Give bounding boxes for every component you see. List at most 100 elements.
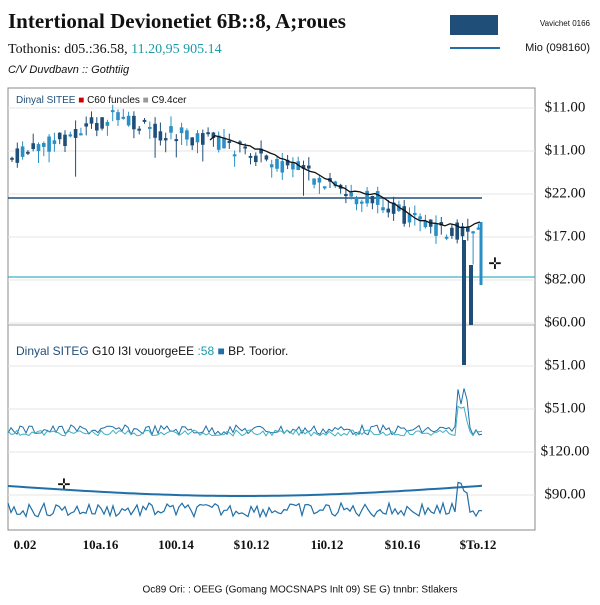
panel-label: Dinyal SITEG G10 I3I vouorgeEE :58 ■ BP.… bbox=[16, 344, 288, 358]
candle-body bbox=[52, 140, 57, 144]
candle-body bbox=[317, 177, 322, 183]
candle-body bbox=[243, 146, 247, 149]
candle-body bbox=[57, 132, 62, 140]
x-tick-label: 10a.16 bbox=[83, 537, 119, 552]
candle-body bbox=[434, 224, 438, 236]
y-tick-label: $60.00 bbox=[544, 314, 585, 330]
candle-body bbox=[450, 227, 454, 236]
candle-body bbox=[73, 129, 78, 138]
legend-label: Mio (098160) bbox=[525, 42, 590, 54]
candle-body bbox=[381, 207, 385, 211]
candle-body bbox=[291, 163, 295, 170]
candle-body bbox=[216, 135, 221, 150]
candle-body bbox=[42, 143, 46, 147]
candle-body bbox=[169, 126, 173, 133]
candle-body bbox=[142, 119, 147, 122]
y-tick-label: $82.00 bbox=[544, 271, 585, 287]
candle-body bbox=[63, 134, 67, 146]
candle-body bbox=[444, 236, 449, 239]
candle-body bbox=[344, 194, 348, 197]
candle-body bbox=[10, 157, 14, 160]
candle-body bbox=[95, 123, 99, 131]
candle-body bbox=[365, 190, 369, 204]
indicator-line bbox=[7, 405, 483, 437]
candle-body bbox=[190, 137, 194, 146]
x-tick-label: 100.14 bbox=[158, 537, 194, 552]
candle-body bbox=[386, 208, 391, 213]
x-tick-label: $To.12 bbox=[460, 537, 497, 552]
y-tick-label: $22.00 bbox=[544, 185, 585, 201]
candle-body bbox=[121, 116, 126, 119]
candle-body bbox=[206, 132, 210, 135]
candle-body bbox=[163, 138, 168, 141]
candle-body bbox=[407, 213, 412, 223]
panel-name: Dinyal SITEE bbox=[16, 95, 76, 106]
y-tick-label: $51.00 bbox=[544, 357, 585, 373]
candle-body bbox=[100, 117, 104, 129]
quote-highlight: 11.20,95 905.14 bbox=[131, 42, 221, 57]
signal-line bbox=[7, 484, 483, 497]
moving-average bbox=[209, 135, 481, 229]
candle-body bbox=[455, 222, 459, 240]
candle-body bbox=[153, 123, 157, 138]
title: Intertional Devionetiet 6B::8, A;roues bbox=[8, 9, 346, 33]
candle-body bbox=[360, 201, 364, 204]
panel-item: :58 bbox=[197, 344, 214, 358]
candle-body bbox=[174, 139, 179, 142]
candle-body bbox=[68, 134, 73, 137]
chart-frame bbox=[7, 87, 536, 531]
candle-body bbox=[375, 191, 380, 205]
footer: Oc89 Ori: : OEEG (Gomang MOCSNAPS Inlt 0… bbox=[142, 585, 457, 596]
candle-body bbox=[227, 140, 232, 144]
x-tick-label: $10.16 bbox=[385, 537, 421, 552]
panel-item: C9.4cer bbox=[152, 95, 188, 106]
legend-label: Vavichet 0166 bbox=[540, 19, 591, 28]
candle-body bbox=[312, 178, 316, 185]
indicator-line bbox=[7, 481, 483, 519]
candle-body bbox=[15, 148, 20, 163]
candle-body bbox=[333, 181, 338, 187]
legend-swatch bbox=[450, 15, 498, 35]
candle-body bbox=[349, 192, 353, 197]
candle-body bbox=[126, 115, 131, 126]
candle-body bbox=[471, 231, 475, 234]
candle-body bbox=[413, 212, 417, 216]
candle-body bbox=[466, 226, 470, 232]
candle-body bbox=[280, 161, 285, 173]
x-tick-label: $10.12 bbox=[234, 537, 270, 552]
candle-body bbox=[269, 164, 274, 168]
candle-body bbox=[185, 130, 189, 140]
candle-body bbox=[201, 133, 205, 145]
quote: Tothonis: d05.:36.58, 11.20,95 905.14 bbox=[8, 42, 222, 57]
candle-body bbox=[391, 202, 396, 214]
candle-body bbox=[110, 110, 115, 113]
y-tick-label: $17.00 bbox=[544, 228, 585, 244]
candle-body bbox=[264, 155, 269, 160]
candle-body bbox=[402, 206, 406, 224]
x-tick-label: 0.02 bbox=[14, 537, 37, 552]
candle-body bbox=[418, 216, 422, 220]
candle-body bbox=[307, 165, 311, 169]
candle-body bbox=[211, 132, 216, 138]
candle-body bbox=[47, 136, 51, 152]
cursor: ✛ bbox=[488, 256, 501, 273]
candle-body bbox=[301, 164, 306, 169]
panel-name: Dinyal SITEG bbox=[16, 344, 89, 358]
candle-body bbox=[460, 226, 465, 237]
candle-body bbox=[89, 117, 94, 124]
y-tick-label: $90.00 bbox=[544, 486, 585, 502]
panel-item: C60 funcles bbox=[87, 95, 140, 106]
candle-body bbox=[322, 186, 327, 189]
candle-body bbox=[238, 141, 242, 144]
candle-body bbox=[132, 115, 136, 130]
subtitle: C/V Duvdbavn :: Gothtiig bbox=[8, 64, 130, 76]
candle-body bbox=[116, 112, 120, 121]
y-tick-label: $120.00 bbox=[541, 443, 590, 459]
candle-body bbox=[195, 133, 200, 143]
y-tick-label: $11.00 bbox=[545, 142, 586, 158]
candle-body bbox=[179, 127, 184, 134]
legend-dot: ■ bbox=[143, 95, 149, 106]
candle-body bbox=[423, 221, 428, 228]
candle-body bbox=[370, 195, 375, 204]
candle-body bbox=[31, 143, 35, 150]
